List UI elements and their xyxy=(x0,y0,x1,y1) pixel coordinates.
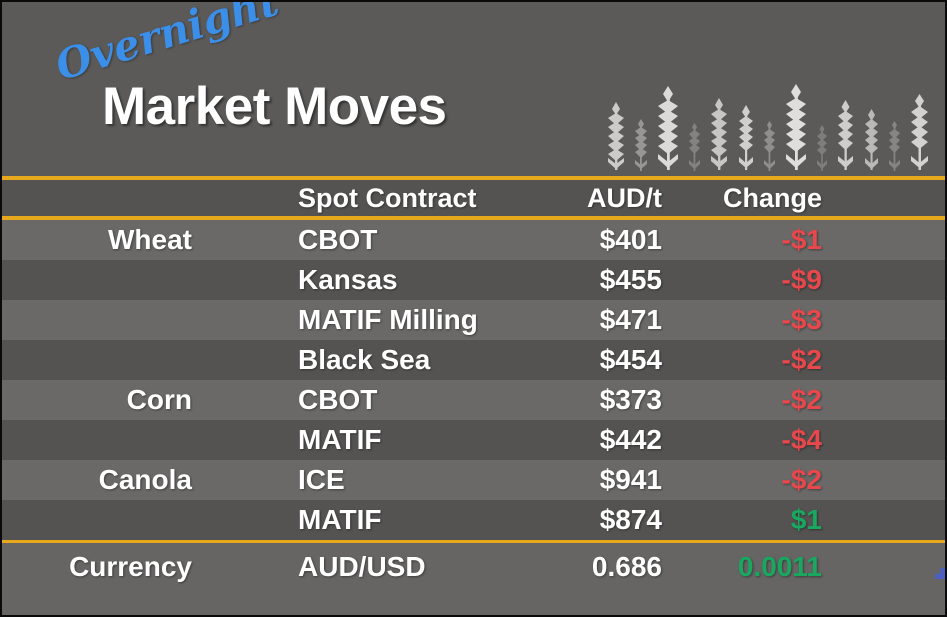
wheat-stalk-icon xyxy=(911,94,928,170)
cell-change: $1 xyxy=(790,504,822,535)
wheat-stalk-icon xyxy=(786,84,806,170)
title-group: Market Moves Overnight xyxy=(50,2,582,154)
cell-category xyxy=(2,420,192,460)
wheat-stalk-icon xyxy=(658,86,678,170)
cell-price: $401 xyxy=(599,224,662,255)
cell-category: Currency xyxy=(69,551,192,582)
cell-price: $455 xyxy=(599,264,662,295)
cell-contract: MATIF xyxy=(298,504,382,535)
cell-price: 0.686 xyxy=(591,551,662,582)
divider-top xyxy=(2,176,945,180)
wheat-stalk-icon xyxy=(764,121,775,171)
column-header-change: Change xyxy=(722,182,822,213)
page-title: Market Moves xyxy=(102,77,447,136)
cell-price: $874 xyxy=(599,504,662,535)
cell-price: $454 xyxy=(599,344,662,375)
column-header-contract: Spot Contract xyxy=(298,182,477,213)
cell-change: -$2 xyxy=(781,344,822,375)
table-row: Canola ICE $941 -$2 xyxy=(2,460,945,500)
wheat-stalk-icon xyxy=(635,119,647,171)
cell-price: $373 xyxy=(599,384,662,415)
cell-contract: MATIF xyxy=(298,424,382,455)
cell-category xyxy=(2,260,192,300)
table-row: Black Sea $454 -$2 xyxy=(2,340,945,380)
table-row: MATIF $442 -$4 xyxy=(2,420,945,460)
table-row: MATIF $874 $1 xyxy=(2,500,945,540)
wheat-stalk-icon xyxy=(739,105,753,170)
cell-category: Wheat xyxy=(108,224,192,255)
wheat-stalk-icon xyxy=(608,102,624,170)
wheat-stalk-icon xyxy=(838,100,853,170)
table-row: Kansas $455 -$9 xyxy=(2,260,945,300)
cell-contract: AUD/USD xyxy=(298,551,426,582)
cell-contract: Black Sea xyxy=(298,344,431,375)
cell-price: $442 xyxy=(599,424,662,455)
cell-contract: CBOT xyxy=(298,224,378,255)
table-row: Corn CBOT $373 -$2 xyxy=(2,380,945,420)
cell-change: -$2 xyxy=(781,464,822,495)
cell-price: $471 xyxy=(599,304,662,335)
wheat-stalk-icon xyxy=(711,98,727,170)
column-header-category xyxy=(2,180,192,216)
cell-price: $941 xyxy=(599,464,662,495)
table-header-row: Spot Contract AUD/t Change xyxy=(2,180,945,216)
table-row: MATIF Milling $471 -$3 xyxy=(2,300,945,340)
cell-contract: MATIF Milling xyxy=(298,304,478,335)
column-header-price: AUD/t xyxy=(587,182,662,213)
wheat-stalk-icon xyxy=(865,109,878,170)
cell-change: -$1 xyxy=(781,224,822,255)
cell-category: Corn xyxy=(126,384,192,415)
cell-category xyxy=(2,340,192,380)
cell-change: -$2 xyxy=(781,384,822,415)
cell-contract: CBOT xyxy=(298,384,378,415)
table-row: Wheat CBOT $401 -$1 xyxy=(2,220,945,260)
wheat-stalk-icon xyxy=(817,125,827,171)
header-banner: Market Moves Overnight xyxy=(2,2,945,176)
wheat-decoration-row xyxy=(605,76,931,172)
cell-category: Canola xyxy=(98,464,192,495)
cell-change: 0.0011 xyxy=(737,551,822,582)
cell-contract: Kansas xyxy=(298,264,398,295)
divider-above-currency xyxy=(2,539,945,543)
wheat-stalk-icon xyxy=(689,123,700,171)
cell-category xyxy=(2,500,192,540)
currency-row: Currency AUD/USD 0.686 0.0011 xyxy=(2,543,945,615)
divider-under-header xyxy=(2,216,945,220)
wheat-stalk-icon xyxy=(889,121,900,171)
cell-category xyxy=(2,300,192,340)
cell-change: -$4 xyxy=(781,424,822,455)
cell-change: -$3 xyxy=(781,304,822,335)
cell-contract: ICE xyxy=(298,464,345,495)
cell-change: -$9 xyxy=(781,264,822,295)
